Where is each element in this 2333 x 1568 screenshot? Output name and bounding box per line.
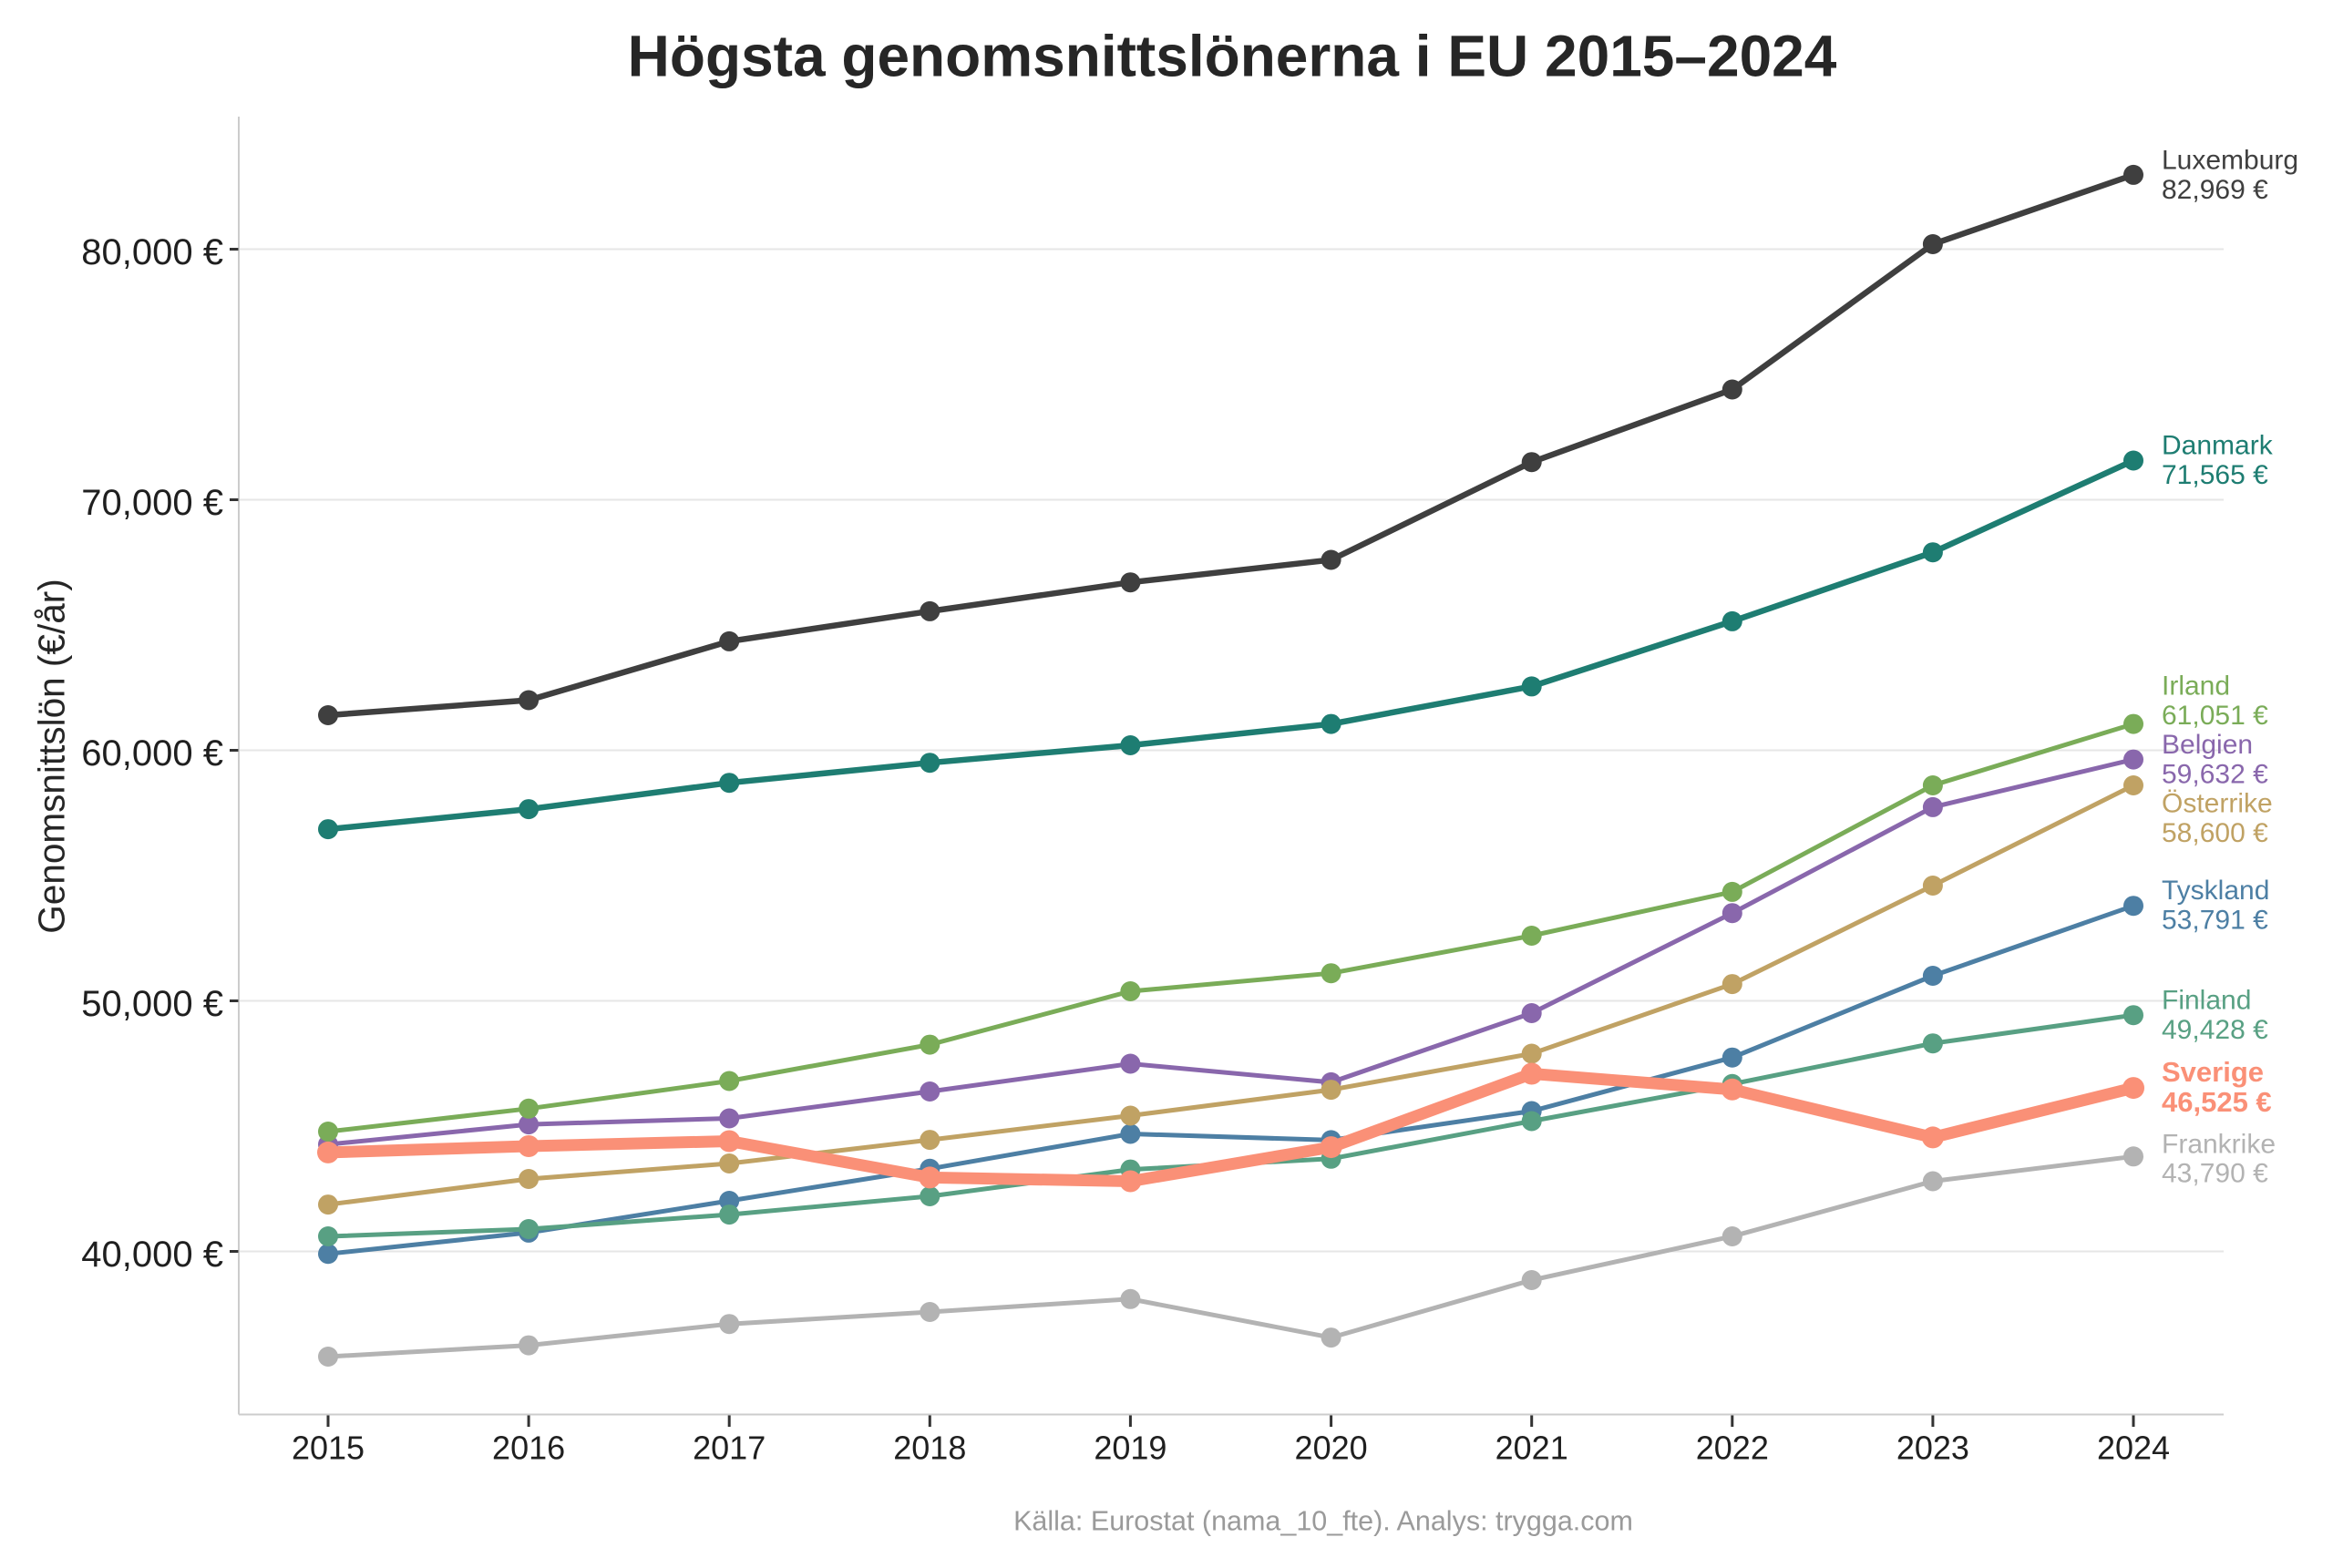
- svg-text:49,428 €: 49,428 €: [2162, 1015, 2268, 1045]
- svg-text:Irland: Irland: [2162, 671, 2230, 702]
- svg-text:2020: 2020: [1295, 1430, 1368, 1467]
- svg-text:Österrike: Österrike: [2162, 789, 2273, 819]
- svg-text:2019: 2019: [1094, 1430, 1166, 1467]
- svg-text:80,000 €: 80,000 €: [81, 232, 223, 272]
- svg-text:2022: 2022: [1696, 1430, 1769, 1467]
- svg-text:2018: 2018: [893, 1430, 966, 1467]
- svg-text:Luxemburg: Luxemburg: [2162, 146, 2298, 176]
- svg-text:2017: 2017: [693, 1430, 766, 1467]
- svg-text:70,000 €: 70,000 €: [81, 483, 223, 523]
- svg-text:2024: 2024: [2097, 1430, 2170, 1467]
- svg-text:Sverige: Sverige: [2162, 1056, 2264, 1088]
- svg-text:60,000 €: 60,000 €: [81, 733, 223, 774]
- svg-text:Tyskland: Tyskland: [2162, 876, 2269, 906]
- svg-text:43,790 €: 43,790 €: [2162, 1158, 2268, 1188]
- svg-text:50,000 €: 50,000 €: [81, 984, 223, 1024]
- svg-text:Finland: Finland: [2162, 986, 2251, 1016]
- svg-text:58,600 €: 58,600 €: [2162, 818, 2268, 848]
- svg-text:Högsta genomsnittslönerna i EU: Högsta genomsnittslönerna i EU 2015–2024: [628, 24, 1837, 89]
- svg-text:Danmark: Danmark: [2162, 431, 2274, 461]
- svg-text:82,969 €: 82,969 €: [2162, 175, 2268, 205]
- svg-text:61,051 €: 61,051 €: [2162, 701, 2268, 731]
- svg-text:2016: 2016: [492, 1430, 565, 1467]
- svg-text:Källa: Eurostat (nama_10_fte).: Källa: Eurostat (nama_10_fte). Analys: t…: [1013, 1506, 1633, 1537]
- svg-text:46,525 €: 46,525 €: [2162, 1086, 2272, 1118]
- svg-text:Genomsnittslön (€/år): Genomsnittslön (€/år): [31, 579, 73, 933]
- svg-text:59,632 €: 59,632 €: [2162, 759, 2268, 789]
- svg-text:Belgien: Belgien: [2162, 730, 2253, 760]
- svg-text:Frankrike: Frankrike: [2162, 1130, 2276, 1160]
- svg-text:2021: 2021: [1495, 1430, 1568, 1467]
- svg-text:40,000 €: 40,000 €: [81, 1235, 223, 1275]
- svg-text:71,565 €: 71,565 €: [2162, 460, 2268, 490]
- svg-text:2015: 2015: [292, 1430, 365, 1467]
- svg-text:53,791 €: 53,791 €: [2162, 905, 2268, 935]
- svg-text:2023: 2023: [1896, 1430, 1969, 1467]
